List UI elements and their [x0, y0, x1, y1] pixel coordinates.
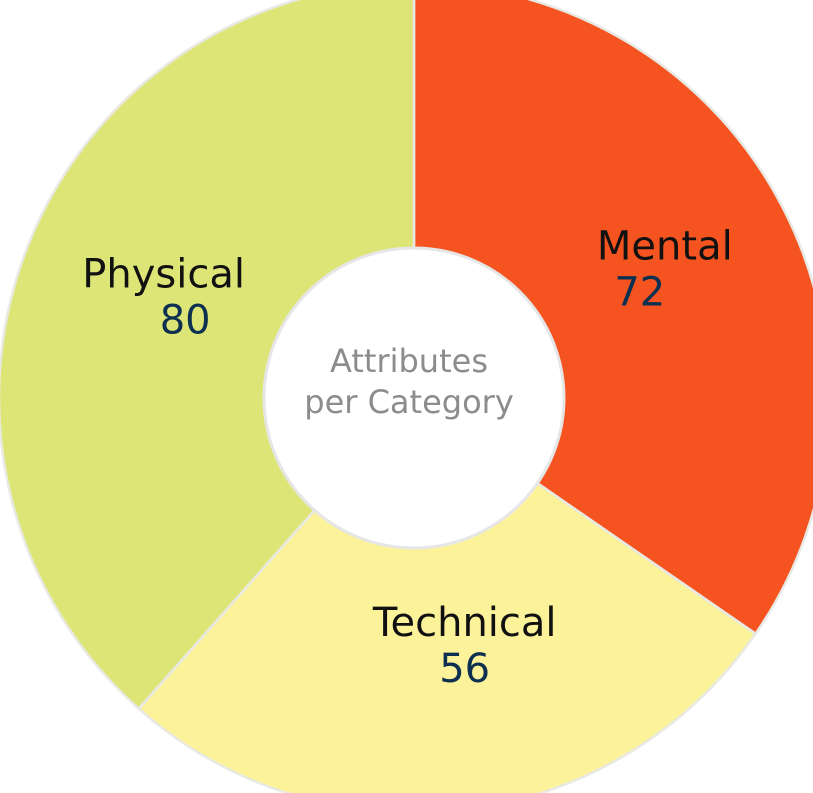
value-label-mental: 72	[614, 270, 665, 316]
slice-physical	[0, 0, 416, 711]
value-label-physical: 80	[160, 298, 211, 344]
center-hole	[262, 246, 566, 550]
slice-mental	[412, 0, 813, 636]
center-label-line-1: Attributes	[330, 342, 488, 380]
value-label-technical: 56	[439, 646, 490, 692]
category-label-mental: Mental	[597, 224, 733, 270]
category-label-technical: Technical	[372, 600, 557, 646]
slice-technical	[137, 396, 758, 793]
category-label-physical: Physical	[82, 252, 245, 298]
center-label-line-2: per Category	[304, 383, 514, 421]
